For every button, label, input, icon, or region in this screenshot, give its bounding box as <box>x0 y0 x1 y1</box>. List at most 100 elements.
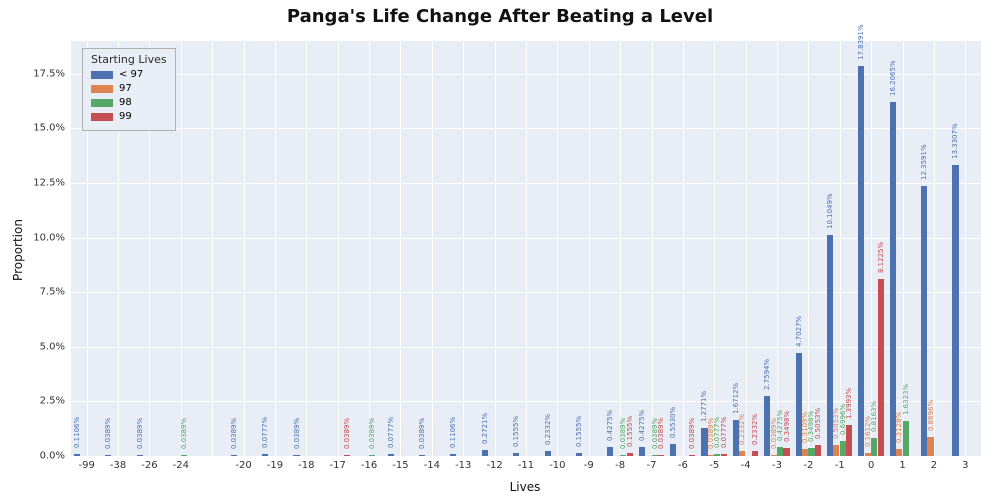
bar: 0.0777% <box>721 454 727 456</box>
x-tick-label: 2 <box>931 456 937 471</box>
x-axis-label: Lives <box>510 480 541 494</box>
bar: 0.1555% <box>627 453 633 456</box>
bar-value-label: 0.0389% <box>657 418 665 449</box>
gridline <box>275 41 276 456</box>
gridline <box>934 41 935 456</box>
gridline <box>432 41 433 456</box>
bar-value-label: 13.3307% <box>951 123 959 159</box>
bar: 0.2332% <box>752 451 758 456</box>
bar-value-label: 1.3993% <box>845 388 853 419</box>
gridline <box>871 41 872 456</box>
x-tick-label: -13 <box>455 456 471 471</box>
x-tick-label: -2 <box>803 456 813 471</box>
x-tick-label: 1 <box>899 456 905 471</box>
legend-item: 99 <box>91 110 167 124</box>
y-tick-label: 17.5% <box>33 68 71 79</box>
x-tick-label: -4 <box>741 456 751 471</box>
gridline <box>965 41 966 456</box>
gridline <box>212 41 213 456</box>
bar: 0.3498% <box>808 448 814 456</box>
gridline <box>777 41 778 456</box>
bar: 0.1106% <box>450 454 456 456</box>
bar: 0.0389% <box>689 455 695 456</box>
bar-value-label: 0.0389% <box>180 418 188 449</box>
legend-label: 98 <box>119 96 132 110</box>
legend-swatch <box>91 71 113 79</box>
bar-value-label: 1.6712% <box>732 382 740 413</box>
bar-value-label: 0.1555% <box>626 415 634 446</box>
bar: 0.0389% <box>181 455 187 456</box>
gridline <box>244 41 245 456</box>
bar: 0.0777% <box>388 454 394 456</box>
bar: 0.0389% <box>620 455 626 456</box>
y-tick-label: 5.0% <box>40 341 71 352</box>
bar-value-label: 16.2065% <box>889 60 897 96</box>
x-tick-label: -11 <box>518 456 534 471</box>
bar: 0.5053% <box>833 445 839 456</box>
bar-value-label: 0.0389% <box>343 418 351 449</box>
x-tick-label: -38 <box>110 456 126 471</box>
bar: 16.2065% <box>890 102 896 456</box>
bar-value-label: 0.3498% <box>783 411 791 442</box>
bar-value-label: 0.0389% <box>136 418 144 449</box>
figure: Panga's Life Change After Beating a Leve… <box>0 0 1000 500</box>
bar: 0.1106% <box>74 454 80 456</box>
bar-value-label: 4.7027% <box>795 316 803 347</box>
y-tick-label: 10.0% <box>33 232 71 243</box>
x-tick-label: -18 <box>298 456 314 471</box>
bar-value-label: 0.0777% <box>720 417 728 448</box>
bar-value-label: 8.1225% <box>877 242 885 273</box>
gridline <box>808 41 809 456</box>
bar-value-label: 0.0389% <box>104 418 112 449</box>
bar-value-label: 0.2332% <box>738 414 746 445</box>
bar: 0.2332% <box>739 451 745 456</box>
x-tick-label: -14 <box>424 456 440 471</box>
legend-title: Starting Lives <box>91 53 167 66</box>
bar-value-label: 0.4275% <box>606 409 614 440</box>
gridline <box>746 41 747 456</box>
bar: 17.8391% <box>858 66 864 456</box>
bar: 0.0777% <box>714 454 720 456</box>
bar: 0.2721% <box>482 450 488 456</box>
bar-value-label: 0.8696% <box>927 400 935 431</box>
x-tick-label: -12 <box>486 456 502 471</box>
bar: 0.3109% <box>802 449 808 456</box>
bar: 0.8696% <box>927 437 933 456</box>
bar: 0.0389% <box>105 455 111 456</box>
bar: 1.3993% <box>846 425 852 456</box>
y-tick-label: 0.0% <box>40 451 71 462</box>
x-tick-label: -99 <box>79 456 95 471</box>
bar: 0.0389% <box>771 455 777 456</box>
plot-area: 0.0%2.5%5.0%7.5%10.0%12.5%15.0%17.5%-990… <box>70 40 982 457</box>
x-tick-label: -1 <box>835 456 845 471</box>
legend-swatch <box>91 85 113 93</box>
gridline <box>306 41 307 456</box>
bar: 0.0389% <box>344 455 350 456</box>
chart-title: Panga's Life Change After Beating a Leve… <box>0 6 1000 27</box>
x-tick-label: -17 <box>330 456 346 471</box>
bar-value-label: 0.0389% <box>368 418 376 449</box>
gridline <box>589 41 590 456</box>
legend-label: 99 <box>119 110 132 124</box>
gridline <box>495 41 496 456</box>
x-tick-label: -5 <box>709 456 719 471</box>
gridline <box>714 41 715 456</box>
bar-value-label: 0.0389% <box>230 418 238 449</box>
x-tick-label: 3 <box>962 456 968 471</box>
bar: 0.0389% <box>658 455 664 456</box>
bar: 0.0389% <box>231 455 237 456</box>
bar: 0.5053% <box>815 445 821 456</box>
x-tick-label: -20 <box>235 456 251 471</box>
x-tick-label: -9 <box>584 456 594 471</box>
bar: 13.3307% <box>952 165 958 456</box>
y-axis-label: Proportion <box>11 219 25 281</box>
bar: 0.0389% <box>369 455 375 456</box>
legend-label: < 97 <box>119 68 143 82</box>
bar: 0.6996% <box>840 441 846 456</box>
x-tick-label: -15 <box>392 456 408 471</box>
gridline <box>463 41 464 456</box>
bar: 0.0389% <box>137 455 143 456</box>
bar: 0.8163% <box>871 438 877 456</box>
legend-item: 97 <box>91 82 167 96</box>
bar: 0.4275% <box>607 447 613 456</box>
